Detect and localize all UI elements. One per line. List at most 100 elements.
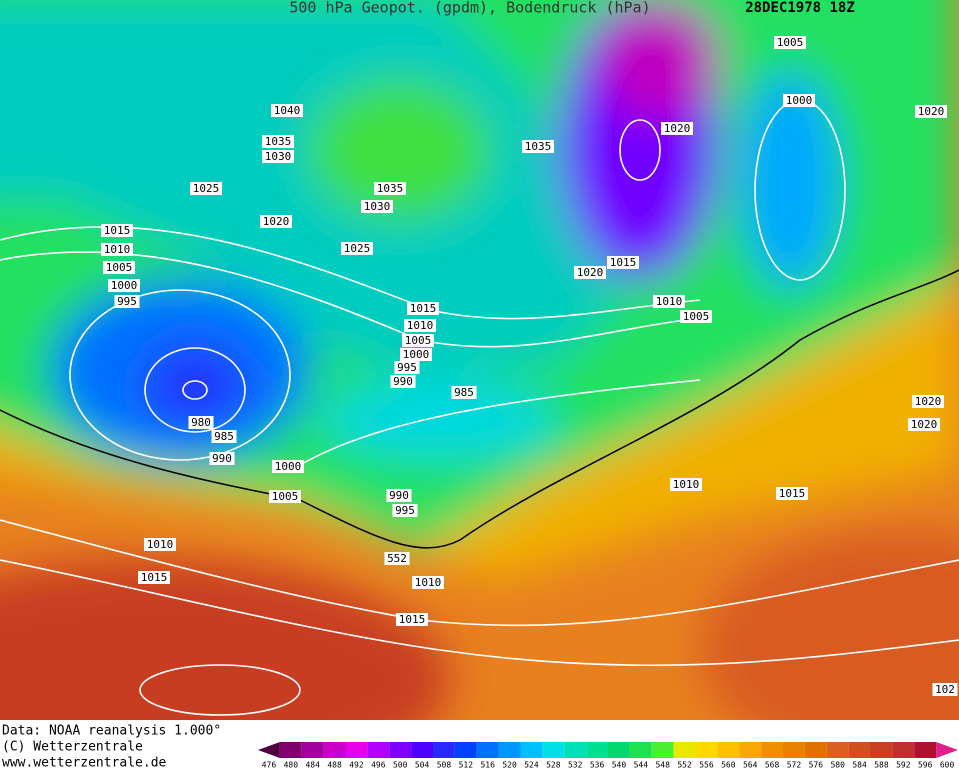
label-box [138, 571, 170, 584]
isobar-label: 1020 [915, 395, 942, 408]
label-box [912, 395, 944, 408]
isobar-label: 1000 [403, 348, 430, 361]
colorbar-label: 516 [480, 761, 495, 770]
colorbar-label: 548 [655, 761, 670, 770]
isobar-label: 1005 [272, 490, 299, 503]
colorbar-cell [476, 742, 499, 758]
isobar-label: 985 [454, 386, 474, 399]
colorbar-cell [323, 742, 346, 758]
isobar-label: 1000 [275, 460, 302, 473]
colorbar-cell [804, 742, 827, 758]
label-box [392, 504, 418, 517]
label-box [932, 683, 958, 696]
isobar-label: 1030 [364, 200, 391, 213]
isobar-label: 1020 [263, 215, 290, 228]
isobar-label: 1020 [664, 122, 691, 135]
isobar-label: 1015 [410, 302, 437, 315]
label-box [774, 36, 806, 49]
colorbar-cell [454, 742, 477, 758]
colorbar-label: 484 [305, 761, 320, 770]
colorbar-label: 536 [590, 761, 605, 770]
label-box [190, 182, 222, 195]
colorbar-cell [345, 742, 368, 758]
colorbar-cell [498, 742, 521, 758]
isobar-label: 990 [212, 452, 232, 465]
colorbar-label: 568 [765, 761, 780, 770]
colorbar: 476 480 484 488 492 496 500 504 508 512 516 520 524 5… [258, 742, 958, 770]
colorbar-cell [870, 742, 893, 758]
isobar-label: 1035 [525, 140, 552, 153]
colorbar-cell [695, 742, 718, 758]
colorbar-cell [826, 742, 849, 758]
colorbar-cell [629, 742, 652, 758]
colorbar-cell [389, 742, 412, 758]
isobar-label: 1015 [610, 256, 637, 269]
colorbar-cell [914, 742, 937, 758]
isobar-label: 1025 [344, 242, 371, 255]
label-box [407, 302, 439, 315]
label-box [114, 295, 140, 308]
colorbar-label: 540 [612, 761, 627, 770]
isobar-label: 1010 [656, 295, 683, 308]
colorbar-label: 584 [852, 761, 867, 770]
colorbar-label: 600 [940, 761, 955, 770]
colorbar-cell [936, 742, 958, 758]
colorbar-label: 564 [743, 761, 758, 770]
isobar-label: 1035 [265, 135, 292, 148]
isobar-labels: 1040103510301025102010151010100510009951… [101, 36, 958, 696]
colorbar-cell [783, 742, 805, 758]
map-date: 28DEC1978 18Z [745, 0, 855, 16]
isobar-label: 1015 [399, 613, 426, 626]
label-box [386, 489, 412, 502]
colorbar-label: 552 [677, 761, 692, 770]
label-box [661, 122, 693, 135]
colorbar-cell [542, 742, 565, 758]
label-box [412, 576, 444, 589]
label-box [188, 416, 214, 429]
colorbar-label: 480 [284, 761, 299, 770]
colorbar-cell [651, 742, 674, 758]
colorbar-label: 500 [393, 761, 408, 770]
label-box [390, 375, 416, 388]
label-box [396, 613, 428, 626]
colorbar-cell [564, 742, 587, 758]
colorbar-cell [279, 742, 302, 758]
colorbar-label: 528 [546, 761, 561, 770]
footer-line: Data: NOAA reanalysis 1.000° [2, 724, 221, 739]
label-box [776, 487, 808, 500]
isobar-label: 995 [397, 361, 417, 374]
isobar-label: 1005 [106, 261, 133, 274]
isobar-label: 552 [387, 552, 407, 565]
isobar-label: 995 [117, 295, 137, 308]
label-box [394, 361, 420, 374]
isobar-label: 1010 [147, 538, 174, 551]
colorbar-cell [848, 742, 871, 758]
colorbar-label: 504 [415, 761, 430, 770]
isobar-label: 1005 [405, 334, 432, 347]
label-box [400, 348, 432, 361]
colorbar-cell [761, 742, 783, 758]
label-box [101, 243, 133, 256]
colorbar-label: 560 [721, 761, 736, 770]
colorbar-label: 520 [502, 761, 517, 770]
label-box [451, 386, 477, 399]
colorbar-label: 488 [327, 761, 342, 770]
colorbar-cell [520, 742, 543, 758]
isobar-label: 1010 [104, 243, 131, 256]
isobar-label: 1010 [415, 576, 442, 589]
label-box [211, 430, 237, 443]
colorbar-label: 596 [918, 761, 933, 770]
isobar-label: 1015 [141, 571, 168, 584]
isobar-label: 1025 [193, 182, 220, 195]
label-box [522, 140, 554, 153]
label-box [680, 310, 712, 323]
colorbar-label: 580 [830, 761, 845, 770]
colorbar-label: 496 [371, 761, 386, 770]
label-box [103, 261, 135, 274]
colorbar-label: 524 [524, 761, 539, 770]
isobar-label: 980 [191, 416, 211, 429]
label-box [384, 552, 410, 565]
isobar-label: 1000 [111, 279, 138, 292]
colorbar-label: 512 [459, 761, 474, 770]
